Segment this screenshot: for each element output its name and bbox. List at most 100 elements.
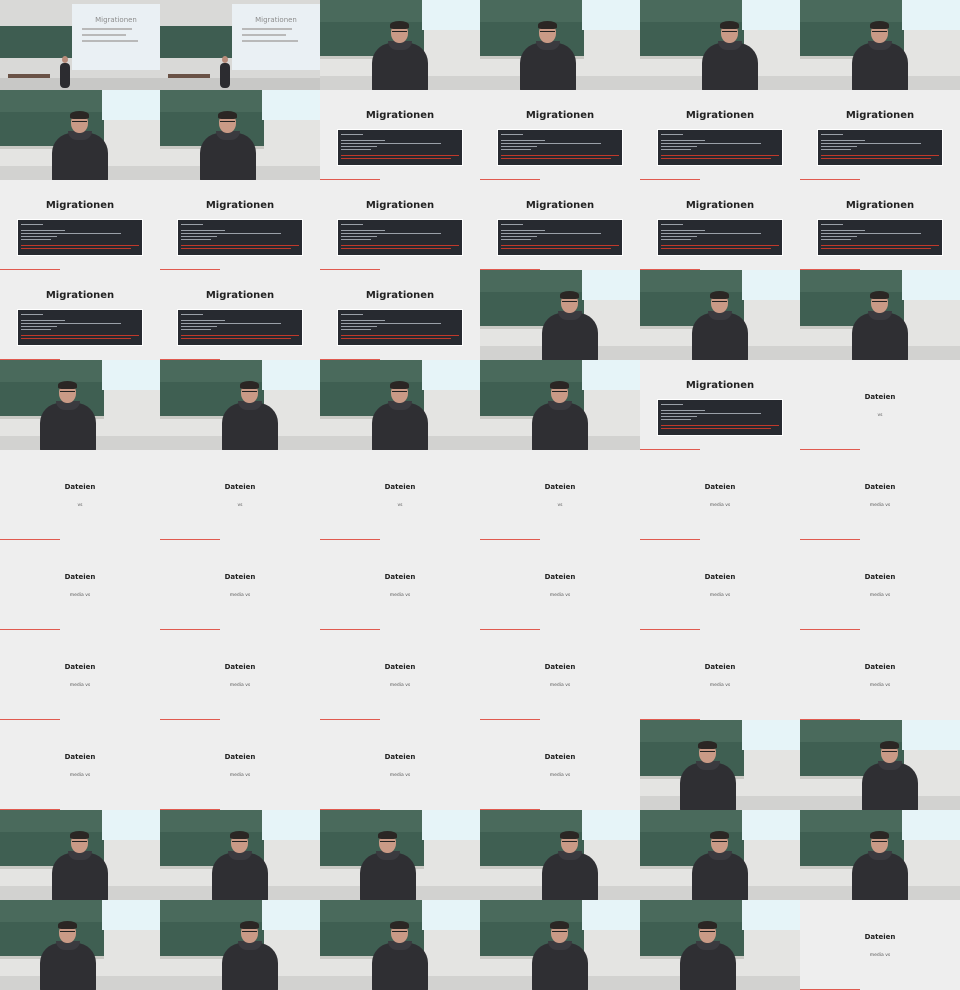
video-frame-thumbnail: Migrationen [160,0,320,90]
speaker [360,831,416,900]
code-line [21,224,43,225]
chalkboard-upper [640,720,744,742]
video-frame-thumbnail [640,720,800,810]
projection-screen [902,720,960,750]
code-line [821,233,921,234]
accent-line [800,179,860,180]
accent-line [0,809,60,810]
slide-title: Migrationen [365,290,435,301]
code-line [661,419,691,420]
speaker-hair [560,831,579,839]
speaker-hoodie [52,133,108,180]
projection-screen [582,360,640,390]
slide-subtitle: media vs [869,953,891,958]
code-line [661,134,683,135]
speaker-hood [548,941,572,950]
video-frame-thumbnail: Migrationen [800,90,960,180]
code-line [661,425,779,426]
slide-title: Dateien [864,573,896,581]
slide-subtitle: media vs [709,683,731,688]
speaker-hoodie [852,43,908,90]
code-block [17,219,143,256]
speaker-hoodie [532,943,588,990]
chalkboard [160,26,232,58]
code-block [177,309,303,346]
video-frame-thumbnail [0,90,160,180]
code-line [21,239,51,240]
accent-line [320,629,380,630]
speaker-glasses [392,931,407,935]
speaker-hoodie [702,43,758,90]
code-line [21,236,57,237]
video-frame-thumbnail [0,900,160,990]
accent-line [160,719,220,720]
slide-title: Migrationen [845,110,915,121]
projection-screen [262,810,320,840]
speaker-glasses [392,391,407,395]
video-frame-thumbnail: Dateien vs [800,360,960,450]
video-frame-thumbnail: Migrationen [160,180,320,270]
code-line [661,155,779,156]
code-line [821,146,857,147]
code-block [657,399,783,436]
slide-title: Dateien [384,483,416,491]
accent-line [480,269,540,270]
video-frame-thumbnail: Dateien media vs [0,540,160,630]
speaker-hoodie [680,943,736,990]
code-line [821,158,931,159]
video-frame-thumbnail: Dateien media vs [0,720,160,810]
code-line [661,158,771,159]
slide-subtitle: media vs [549,773,571,778]
code-block [177,219,303,256]
accent-line [320,539,380,540]
slide-title: Migrationen [205,200,275,211]
speaker-glasses [72,121,87,125]
code-line [21,320,65,321]
accent-line [480,629,540,630]
code-line [501,245,619,246]
speaker [542,291,598,360]
slide-title: Dateien [224,753,256,761]
code-line [181,314,203,315]
chalkboard-upper [480,810,584,832]
video-frame-thumbnail: Dateien media vs [800,450,960,540]
speaker-glasses [872,301,887,305]
projection-screen [102,360,160,390]
video-frame-thumbnail: Dateien media vs [800,540,960,630]
code-block [337,129,463,166]
code-line [661,248,771,249]
speaker-hair [550,921,569,929]
video-frame-thumbnail [160,810,320,900]
speaker [532,381,588,450]
chalkboard-upper [320,0,424,22]
speaker-glasses [242,391,257,395]
slide-title: Dateien [64,663,96,671]
speaker-body [220,63,230,88]
speaker-hair [230,831,249,839]
speaker-glasses [242,931,257,935]
projection-screen [742,0,800,30]
code-line [821,239,851,240]
speaker-hood [708,311,732,320]
accent-line [800,539,860,540]
code-line [21,329,51,330]
slide-title: Dateien [544,573,576,581]
video-frame-thumbnail: Migrationen [640,180,800,270]
code-line [661,143,761,144]
code-line [661,236,697,237]
code-line [501,233,601,234]
speaker-hood [868,41,892,50]
code-line [821,143,921,144]
projection-screen [742,270,800,300]
code-line [661,233,761,234]
video-frame-thumbnail: Migrationen [640,360,800,450]
code-line [341,326,377,327]
video-frame-thumbnail: Dateien vs [0,450,160,540]
speaker-hood [56,401,80,410]
video-frame-thumbnail [480,0,640,90]
slide-title: Migrationen [525,110,595,121]
speaker-hoodie [360,853,416,900]
code-line [341,338,451,339]
code-line [661,416,697,417]
code-line [181,248,291,249]
